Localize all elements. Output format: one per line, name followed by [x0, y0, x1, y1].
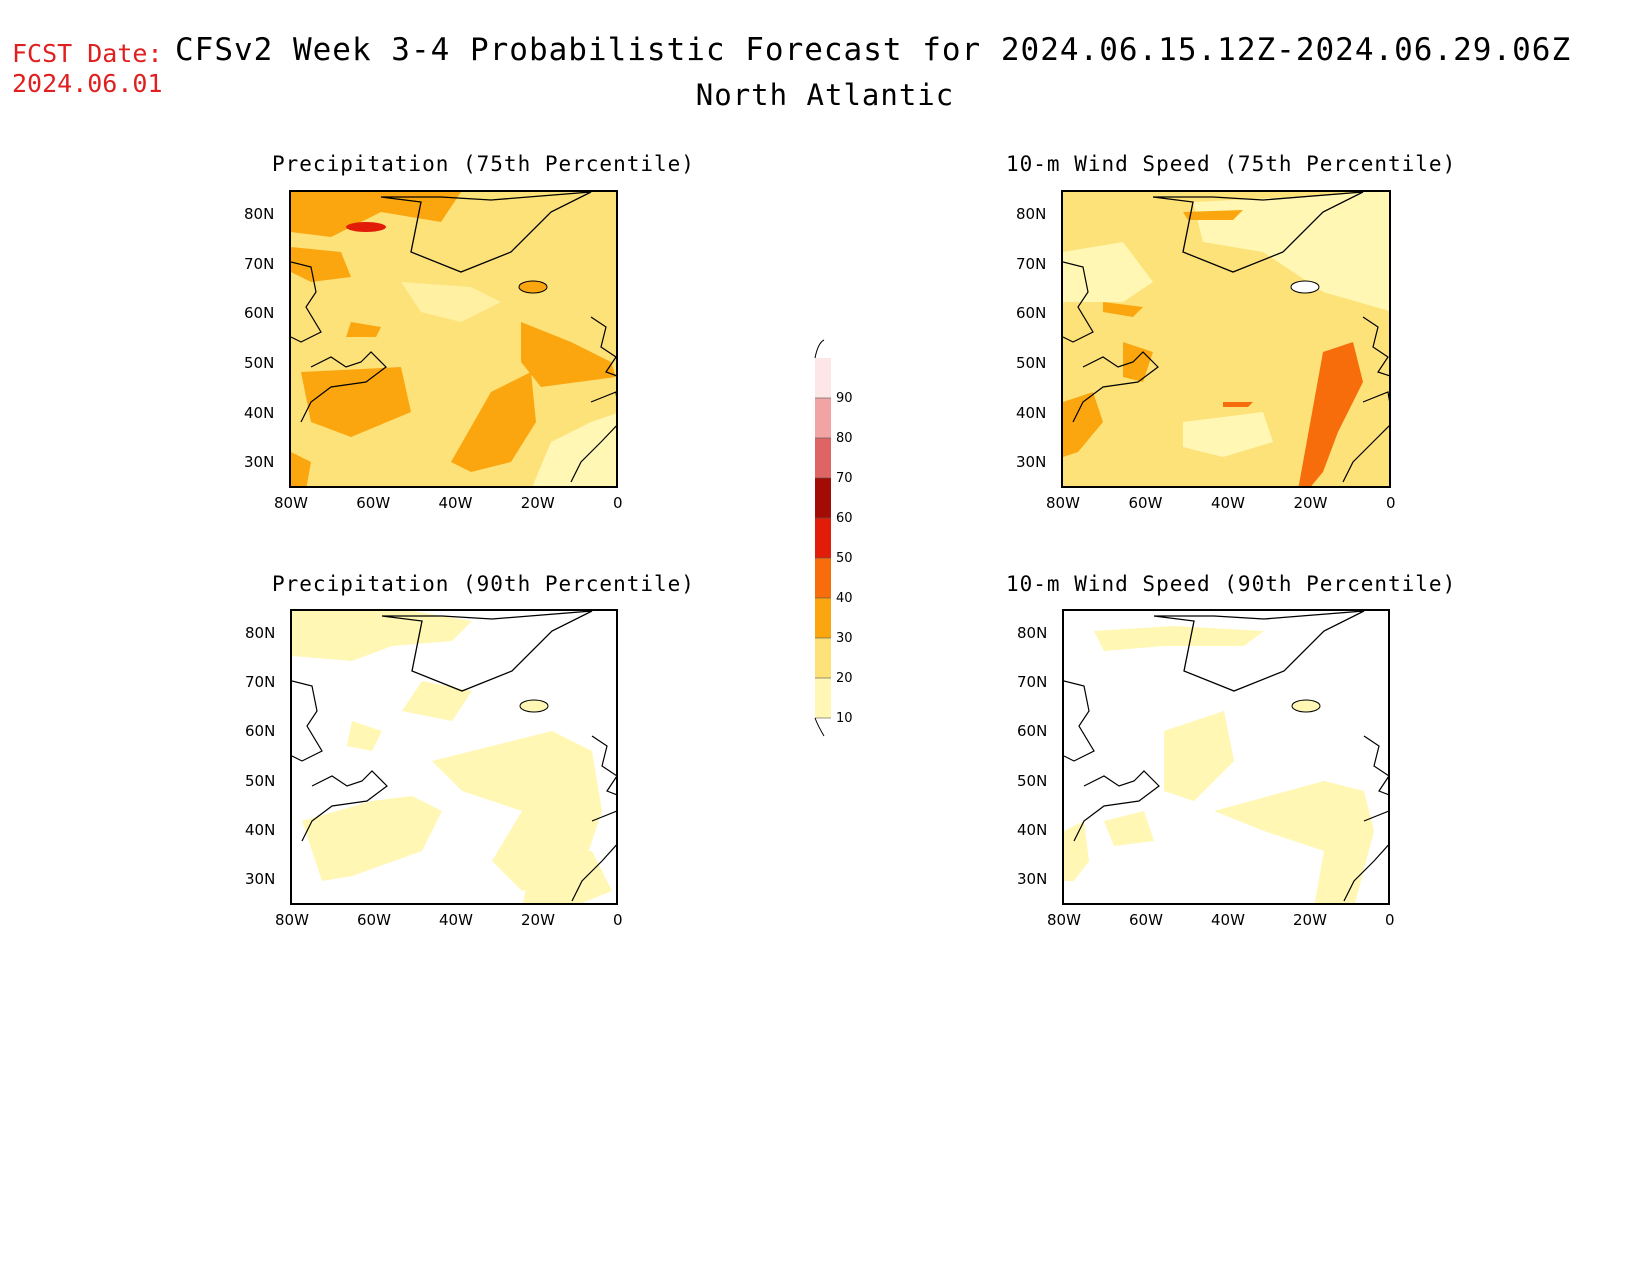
- colorbar-segment: [815, 358, 831, 398]
- lat-tick-label: 60N: [245, 722, 276, 741]
- map-precip75-shading: [291, 192, 616, 486]
- colorbar-segment: [815, 638, 831, 678]
- map-precip90-shading: [292, 611, 616, 903]
- lon-tick-label: 60W: [1128, 494, 1163, 512]
- region-subtitle: North Atlantic: [695, 78, 955, 112]
- lon-tick-label: 40W: [439, 911, 473, 929]
- panel-title-wind90: 10-m Wind Speed (90th Percentile): [1006, 572, 1457, 596]
- lon-tick-label: 20W: [1293, 911, 1327, 929]
- lon-tick-label: 0: [613, 494, 623, 512]
- lat-tick-label: 40N: [1016, 403, 1047, 422]
- colorbar-segment: [815, 398, 831, 438]
- map-wind75-shading: [1063, 192, 1389, 486]
- lat-tick-label: 60N: [1016, 304, 1047, 323]
- colorbar-label: 50: [836, 551, 853, 566]
- fcst-date-value: 2024.06.01: [12, 69, 163, 98]
- lat-tick-label: 30N: [1017, 870, 1048, 889]
- lon-tick-label: 0: [1386, 494, 1396, 512]
- lat-tick-label: 80N: [1016, 204, 1047, 223]
- lat-tick-label: 30N: [1016, 453, 1047, 472]
- colorbar-label: 20: [836, 671, 853, 686]
- colorbar-segment: [815, 438, 831, 478]
- lon-tick-label: 20W: [520, 494, 555, 512]
- colorbar-segment: [815, 518, 831, 558]
- colorbar-label: 10: [836, 711, 853, 726]
- lon-tick-label: 80W: [274, 494, 308, 512]
- colorbar-segment: [815, 678, 831, 718]
- lon-tick-label: 60W: [356, 494, 391, 512]
- lat-tick-label: 80N: [244, 204, 275, 223]
- lat-tick-label: 40N: [1017, 821, 1048, 839]
- colorbar-label: 90: [836, 391, 853, 406]
- colorbar-top-cap: [814, 339, 825, 359]
- lon-tick-label: 20W: [521, 911, 555, 929]
- lon-tick-label: 40W: [1211, 494, 1245, 512]
- lat-tick-label: 60N: [244, 304, 275, 323]
- lon-tick-label: 80W: [275, 911, 309, 929]
- colorbar-svg: 10 20 30 40 50 60 70 80 90: [814, 339, 853, 737]
- lat-tick-label: 40N: [244, 403, 275, 422]
- lat-tick-label: 30N: [245, 870, 276, 889]
- lat-tick-label: 70N: [244, 254, 275, 273]
- lon-tick-label: 0: [1385, 911, 1395, 929]
- colorbar-label: 80: [836, 431, 853, 446]
- lon-tick-label: 60W: [1129, 911, 1163, 929]
- map-wind75: [1061, 190, 1391, 488]
- map-wind90-shading: [1064, 611, 1388, 903]
- lon-tick-label: 40W: [438, 494, 473, 512]
- panel-title-wind75: 10-m Wind Speed (75th Percentile): [1006, 152, 1457, 176]
- panel-title-precip90: Precipitation (90th Percentile): [272, 572, 695, 596]
- lon-tick-label: 80W: [1047, 911, 1081, 929]
- lon-tick-label: 0: [613, 911, 623, 929]
- panel-title-precip75: Precipitation (75th Percentile): [272, 152, 695, 176]
- lat-tick-label: 60N: [1017, 722, 1048, 741]
- lat-tick-label: 50N: [1017, 771, 1048, 790]
- lat-tick-label: 30N: [244, 453, 275, 472]
- map-precip90: [290, 609, 618, 905]
- lat-tick-label: 70N: [245, 673, 276, 691]
- colorbar-label: 70: [836, 471, 853, 486]
- fcst-date-label: FCST Date:: [12, 39, 163, 68]
- colorbar-label: 60: [836, 511, 853, 526]
- colorbar-segment: [815, 598, 831, 638]
- colorbar-segment: [815, 558, 831, 598]
- lon-tick-label: 40W: [1211, 911, 1245, 929]
- colorbar-label: 40: [836, 591, 853, 606]
- colorbar: 10 20 30 40 50 60 70 80 90: [810, 338, 870, 738]
- lat-tick-label: 50N: [245, 771, 276, 790]
- lat-tick-label: 70N: [1016, 254, 1047, 273]
- colorbar-label: 30: [836, 631, 853, 646]
- lat-tick-label: 50N: [244, 353, 275, 372]
- map-wind90: [1062, 609, 1390, 905]
- lon-tick-label: 80W: [1046, 494, 1080, 512]
- lat-tick-label: 70N: [1017, 673, 1048, 691]
- page-title: CFSv2 Week 3-4 Probabilistic Forecast fo…: [175, 32, 1572, 68]
- lat-tick-label: 80N: [245, 623, 276, 642]
- colorbar-bottom-cap: [814, 717, 825, 737]
- lat-tick-label: 50N: [1016, 353, 1047, 372]
- lon-tick-label: 60W: [357, 911, 391, 929]
- map-precip75: [289, 190, 618, 488]
- lon-tick-label: 20W: [1293, 494, 1328, 512]
- lat-tick-label: 80N: [1017, 623, 1048, 642]
- colorbar-segment: [815, 478, 831, 518]
- lat-tick-label: 40N: [245, 821, 276, 839]
